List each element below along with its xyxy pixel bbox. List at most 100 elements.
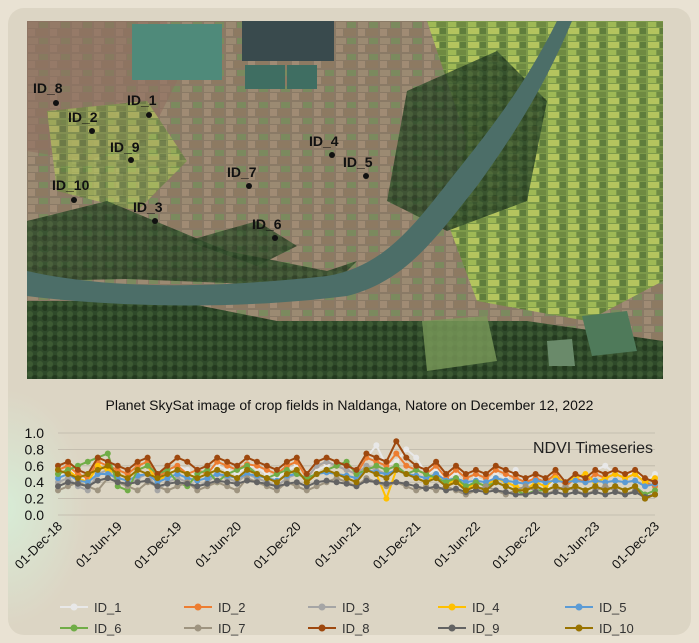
- data-point: [562, 483, 569, 490]
- data-point: [124, 480, 131, 487]
- data-point: [472, 471, 479, 477]
- legend-swatch: [184, 603, 212, 611]
- data-point: [74, 480, 81, 487]
- data-point: [254, 458, 260, 465]
- data-point: [383, 475, 390, 482]
- data-point: [413, 466, 420, 473]
- legend-item-id-10: ID_10: [565, 621, 634, 636]
- data-point: [104, 466, 111, 473]
- y-tick-label: 0.8: [25, 441, 45, 457]
- data-point: [492, 479, 499, 486]
- data-point: [433, 471, 440, 477]
- data-point: [652, 471, 658, 477]
- data-point: [214, 458, 221, 465]
- data-point: [502, 471, 509, 477]
- data-point: [652, 479, 658, 486]
- data-point: [602, 471, 609, 477]
- data-point: [522, 475, 529, 482]
- data-point: [184, 466, 191, 473]
- data-point: [204, 475, 211, 482]
- data-point: [512, 491, 519, 498]
- legend-item-id-7: ID_7: [184, 621, 245, 636]
- data-point: [512, 471, 519, 477]
- data-point: [134, 462, 141, 469]
- data-point: [622, 487, 629, 494]
- data-point: [84, 479, 91, 486]
- data-point: [552, 483, 559, 490]
- data-point: [462, 471, 469, 477]
- legend-swatch: [308, 603, 336, 611]
- data-point: [542, 475, 549, 482]
- data-point: [194, 475, 201, 482]
- data-point: [403, 446, 410, 453]
- data-point: [482, 487, 489, 494]
- legend-label: ID_3: [342, 599, 370, 615]
- data-point: [602, 483, 609, 490]
- legend-label: ID_2: [218, 599, 246, 615]
- data-point: [632, 466, 639, 473]
- data-point: [622, 475, 629, 482]
- data-point: [184, 475, 191, 482]
- data-point: [224, 471, 231, 477]
- data-point: [393, 438, 400, 445]
- data-point: [104, 458, 111, 465]
- data-point: [313, 479, 320, 486]
- data-point: [602, 487, 609, 494]
- data-point: [632, 477, 639, 484]
- data-point: [512, 466, 519, 473]
- data-point: [512, 479, 519, 486]
- data-point: [393, 458, 400, 465]
- data-point: [502, 489, 509, 495]
- data-point: [84, 471, 91, 477]
- data-point: [423, 471, 430, 477]
- data-point: [104, 475, 111, 482]
- data-point: [303, 483, 310, 490]
- data-point: [214, 477, 221, 484]
- data-point: [482, 475, 489, 482]
- data-point: [373, 442, 380, 449]
- data-point: [592, 471, 599, 477]
- data-point: [363, 477, 370, 484]
- data-point: [114, 479, 121, 486]
- data-point: [443, 487, 450, 494]
- data-point: [65, 471, 71, 477]
- legend-label: ID_5: [599, 599, 627, 615]
- data-point: [94, 462, 101, 469]
- data-point: [293, 479, 300, 486]
- data-point: [433, 475, 440, 482]
- data-point: [65, 483, 71, 490]
- data-point: [55, 462, 61, 469]
- data-point: [154, 483, 161, 490]
- data-point: [134, 466, 141, 473]
- legend-swatch: [438, 603, 466, 611]
- data-point: [224, 466, 231, 473]
- legend-item-id-8: ID_8: [308, 621, 369, 636]
- data-point: [572, 483, 579, 490]
- data-point: [74, 475, 81, 482]
- data-point: [164, 475, 171, 482]
- data-point: [622, 479, 629, 486]
- data-point: [323, 462, 330, 469]
- legend-swatch: [565, 603, 593, 611]
- data-point: [303, 471, 310, 477]
- data-point: [323, 458, 330, 465]
- x-tick-label: 01-Dec-21: [370, 519, 424, 573]
- data-point: [462, 475, 469, 482]
- data-point: [65, 479, 71, 486]
- legend-item-id-4: ID_4: [438, 600, 499, 615]
- data-point: [612, 489, 619, 495]
- data-point: [224, 462, 231, 469]
- data-point: [283, 462, 290, 469]
- data-point: [393, 466, 400, 473]
- data-point: [492, 462, 499, 469]
- data-point: [453, 479, 459, 486]
- data-point: [174, 454, 181, 461]
- data-point: [492, 466, 499, 473]
- data-point: [254, 471, 260, 477]
- data-point: [522, 487, 529, 494]
- data-point: [502, 477, 509, 484]
- data-point: [423, 485, 430, 492]
- data-point: [263, 466, 270, 473]
- data-point: [84, 487, 91, 494]
- data-point: [293, 483, 300, 490]
